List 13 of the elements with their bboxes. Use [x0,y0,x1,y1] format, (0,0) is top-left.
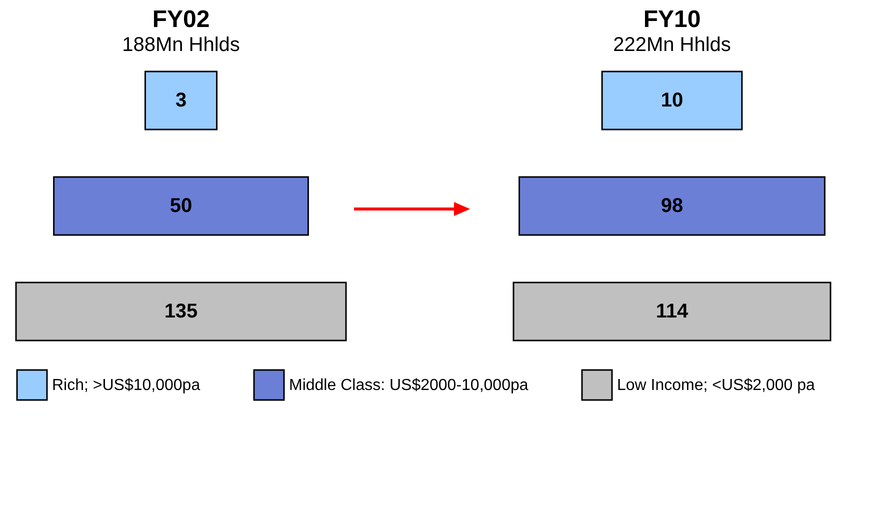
data-label: 3 [175,90,187,112]
category-label: FY02 [152,6,210,33]
data-label: 114 [656,300,690,322]
data-label: 98 [660,195,684,217]
data-label: 135 [164,300,198,322]
legend-label: Rich; >US$10,000pa [52,377,200,394]
legend-label: Low Income; <US$2,000 pa [617,377,816,394]
data-label: 10 [660,90,684,112]
text: 222Mn Hhlds [613,34,731,56]
data-label: 50 [170,195,192,217]
legend-label: Middle Class: US$2000-10,000pa [289,377,528,394]
text: 188Mn Hhlds [122,34,240,56]
category-label: FY10 [643,6,701,33]
